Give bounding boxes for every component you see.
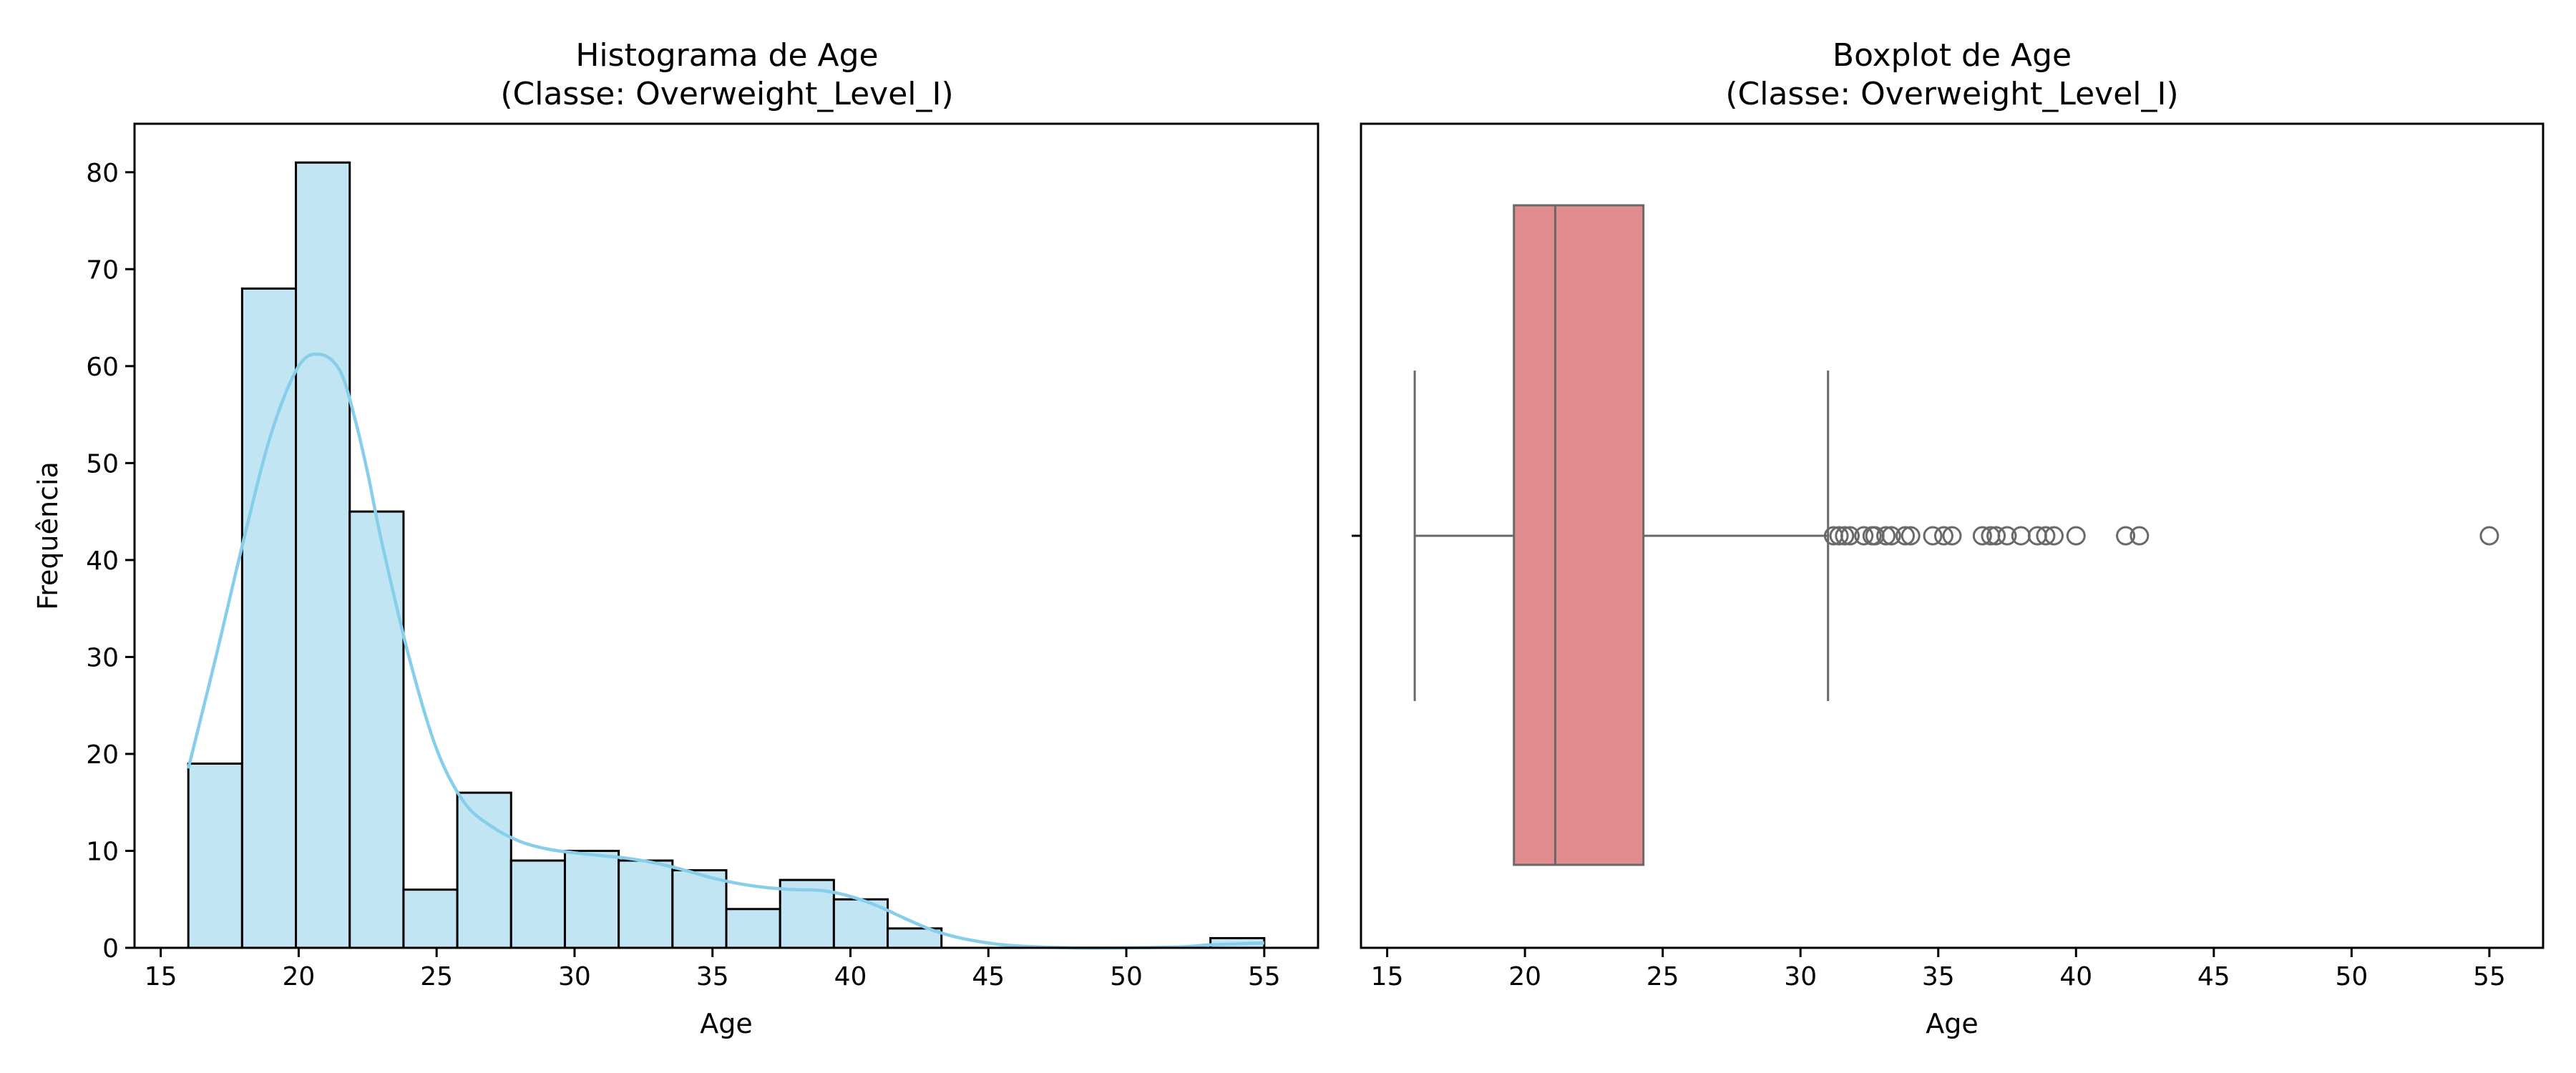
x-tick-label: 15	[145, 962, 177, 991]
outlier-point	[1923, 526, 1943, 546]
x-tick-label: 15	[1371, 962, 1404, 991]
outlier-point	[2129, 526, 2150, 546]
histogram-bar	[295, 161, 351, 949]
histogram-subplot: Histograma de Age (Classe: Overweight_Le…	[32, 37, 1319, 1039]
y-tick-label: 40	[86, 547, 119, 576]
y-tick-label: 10	[86, 837, 119, 866]
histogram-bar	[618, 859, 674, 949]
y-tick-label: 20	[86, 740, 119, 770]
outlier-point	[1835, 526, 1855, 546]
outlier-point	[1933, 526, 1953, 546]
x-tick-label: 30	[558, 962, 591, 991]
x-tick-label: 45	[2197, 962, 2230, 991]
x-tick-label: 45	[972, 962, 1005, 991]
boxplot-x-ticks: 15 20 25 30 35 40 45 50 55	[1371, 948, 2506, 991]
outlier-point	[1896, 526, 1916, 546]
histogram-y-ticks: 0 10 20 30 40 50 60 70 80	[86, 159, 135, 964]
histogram-bar	[671, 869, 728, 949]
outlier-point	[1986, 526, 2006, 546]
x-tick-label: 40	[2059, 962, 2092, 991]
histogram-title-line2: (Classe: Overweight_Level_I)	[500, 76, 953, 112]
outlier-point	[2116, 526, 2136, 546]
histogram-bar	[509, 859, 566, 949]
histogram-x-ticks: 15 20 25 30 35 40 45 50 55	[145, 948, 1281, 991]
histogram-bar	[240, 287, 298, 949]
outlier-point	[1876, 526, 1896, 546]
x-tick-label: 35	[1922, 962, 1955, 991]
boxplot-title-line1: Boxplot de Age	[1833, 37, 2072, 74]
outlier-point	[1829, 526, 1849, 546]
boxplot-subplot: Boxplot de Age (Classe: Overweight_Level…	[1352, 37, 2545, 1039]
x-tick-label: 25	[420, 962, 453, 991]
y-tick-label: 80	[86, 159, 119, 188]
histogram-y-label: Frequência	[32, 461, 64, 610]
histogram-bar	[456, 791, 512, 949]
x-tick-label: 20	[1508, 962, 1541, 991]
histogram-x-label: Age	[700, 1008, 753, 1039]
histogram-bar	[887, 927, 943, 949]
outlier-point	[2479, 526, 2499, 546]
x-tick-label: 50	[2335, 962, 2368, 991]
y-tick-label: 0	[102, 934, 119, 964]
x-tick-label: 30	[1784, 962, 1817, 991]
x-tick-label: 20	[282, 962, 315, 991]
outlier-point	[1881, 526, 1901, 546]
histogram-bar	[402, 888, 459, 949]
histogram-bar	[348, 510, 405, 949]
y-tick-label: 50	[86, 449, 119, 479]
outlier-point	[1854, 526, 1874, 546]
x-tick-label: 40	[834, 962, 867, 991]
boxplot-elements	[1413, 204, 2499, 866]
x-tick-label: 55	[1248, 962, 1281, 991]
outlier-point	[1997, 526, 2017, 546]
histogram-title-line1: Histograma de Age	[575, 37, 878, 74]
y-tick-label: 60	[86, 353, 119, 382]
kde-line	[186, 352, 1264, 950]
histogram-bar	[563, 849, 620, 949]
y-tick-label: 30	[86, 643, 119, 672]
histogram-bars	[187, 161, 1266, 949]
x-tick-label: 55	[2473, 962, 2506, 991]
boxplot-x-label: Age	[1926, 1008, 1979, 1039]
histogram-axes-frame	[133, 122, 1319, 949]
histogram-bar	[187, 762, 243, 949]
y-tick-label: 70	[86, 255, 119, 285]
x-tick-label: 25	[1646, 962, 1679, 991]
iqr-box	[1513, 204, 1645, 866]
outlier-point	[1840, 526, 1860, 546]
outlier-point	[2036, 526, 2056, 546]
histogram-bar	[725, 908, 781, 949]
outlier-point	[1901, 526, 1921, 546]
x-tick-label: 35	[696, 962, 729, 991]
outlier-point	[1942, 526, 1962, 546]
outlier-point	[2044, 526, 2064, 546]
boxplot-title-line2: (Classe: Overweight_Level_I)	[1725, 76, 2178, 112]
outlier-point	[1972, 526, 1992, 546]
x-tick-label: 50	[1110, 962, 1143, 991]
outlier-point	[2066, 526, 2086, 546]
